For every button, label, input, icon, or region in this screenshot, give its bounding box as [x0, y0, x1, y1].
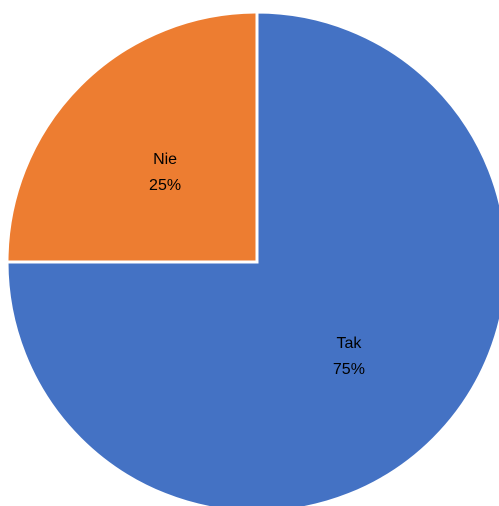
pie-slice-value-nie: 25% — [149, 177, 181, 194]
pie-slice-tak — [5, 10, 499, 506]
pie-slice-name-tak: Tak — [336, 335, 362, 352]
pie-slice-name-nie: Nie — [153, 151, 177, 168]
pie-slice-value-tak: 75% — [333, 361, 365, 378]
pie-slice-nie — [5, 10, 259, 264]
